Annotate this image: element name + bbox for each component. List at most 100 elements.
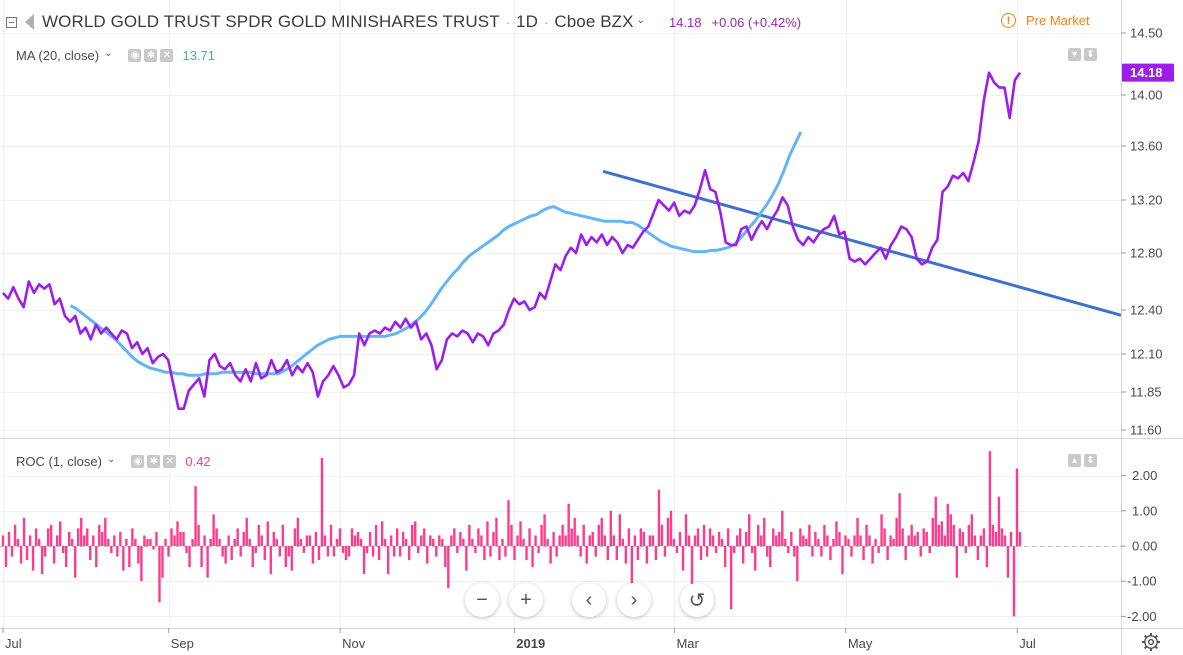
roc-bar [444, 546, 447, 568]
roc-bar [116, 546, 119, 557]
roc-bar [988, 450, 992, 546]
close-icon[interactable]: ✕ [160, 49, 174, 62]
price-tick-label: 12.10 [1130, 347, 1163, 362]
roc-bar [215, 528, 218, 546]
roc-bar [1003, 535, 1007, 546]
main-legend: WORLD GOLD TRUST SPDR GOLD MINISHARES TR… [6, 12, 801, 32]
roc-bars [1, 450, 1022, 617]
roc-bar [13, 524, 17, 546]
close-icon[interactable]: ✕ [163, 455, 177, 468]
collapse-icon[interactable] [6, 16, 17, 28]
roc-bar [528, 528, 531, 546]
roc-bar [344, 546, 348, 561]
roc-bar [612, 535, 615, 546]
scroll-forward-button[interactable]: › [617, 583, 651, 617]
roc-bar [474, 546, 477, 554]
trendline[interactable] [602, 170, 1122, 317]
roc-bar [732, 546, 736, 554]
pre-market-indicator[interactable]: ! Pre Market [1001, 13, 1090, 28]
flag-icon[interactable] [25, 14, 34, 30]
roc-bar [143, 535, 146, 546]
roc-bar [365, 546, 369, 554]
roc-bar [516, 535, 519, 546]
exchange-label[interactable]: Cboe BZX [554, 12, 634, 31]
roc-bar [886, 546, 889, 561]
symbol-title[interactable]: WORLD GOLD TRUST SPDR GOLD MINISHARES TR… [42, 12, 500, 31]
roc-bar [937, 524, 940, 546]
roc-bar [31, 546, 35, 571]
roc-bar [720, 538, 724, 546]
roc-bar [411, 524, 414, 546]
settings-icon[interactable]: ✱ [144, 49, 158, 62]
roc-bar [341, 546, 345, 554]
trendline-segment[interactable] [602, 170, 1122, 317]
time-tick-label: Sep [171, 636, 194, 651]
roc-bar [922, 528, 925, 546]
roc-bar [68, 531, 71, 546]
dropdown-chevron-icon[interactable]: ⌄ [636, 14, 645, 26]
roc-bar [928, 546, 931, 554]
roc-bar [137, 546, 140, 564]
arrow-up-icon[interactable]: ⬍ [1084, 48, 1097, 61]
roc-label[interactable]: ROC (1, close) [16, 454, 102, 469]
zoom-out-button[interactable]: − [465, 583, 499, 617]
last-price-label: 14.18 [1122, 63, 1174, 82]
roc-bar [447, 546, 450, 589]
roc-bar [179, 531, 182, 546]
roc-bar [326, 546, 330, 557]
roc-bar [338, 528, 342, 546]
ma-label[interactable]: MA (20, close) [16, 48, 100, 63]
interval-label[interactable]: 1D [516, 12, 538, 31]
roc-bar [377, 546, 381, 561]
price-axis[interactable]: 11.60 11.85 12.10 12.40 12.80 13.20 13.60 14.00… [1121, 26, 1163, 438]
gear-icon[interactable] [1142, 633, 1160, 651]
arrow-down-icon[interactable]: ▾ [1068, 48, 1081, 61]
roc-bar [209, 538, 212, 546]
roc-bar [401, 531, 405, 546]
dropdown-chevron-icon[interactable]: ⌄ [106, 454, 116, 465]
roc-bar [299, 538, 303, 546]
arrow-down-icon[interactable]: ⬍ [1084, 454, 1097, 467]
roc-bar [122, 546, 125, 571]
roc-bar [236, 528, 239, 546]
arrow-up-icon[interactable]: ▴ [1068, 454, 1081, 467]
roc-bar [832, 538, 835, 546]
roc-bar [717, 531, 721, 546]
scroll-back-button[interactable]: ‹ [572, 583, 606, 617]
roc-bar [763, 517, 766, 546]
roc-bar [275, 538, 279, 546]
roc-bar [594, 546, 597, 557]
roc-bar [459, 531, 462, 546]
settings-icon[interactable]: ✱ [147, 455, 161, 468]
roc-bar [86, 528, 89, 546]
roc-bar [239, 546, 242, 557]
time-axis[interactable]: Jul Sep Nov 2019 Mar May Jul [2, 628, 1036, 651]
roc-bar [522, 538, 525, 546]
zoom-in-button[interactable]: + [509, 583, 543, 617]
eye-icon[interactable]: ◉ [128, 49, 142, 62]
roc-bar [101, 531, 104, 546]
roc-bar [501, 538, 504, 546]
roc-bar [227, 535, 230, 546]
roc-axis[interactable]: 2.00 1.00 0.00 -1.00 -2.00 [1121, 468, 1157, 624]
roc-bar [34, 528, 38, 546]
roc-bar [245, 517, 248, 546]
roc-bar [838, 531, 841, 546]
roc-bar [158, 546, 161, 603]
roc-bar [182, 531, 185, 546]
roc-bar [380, 521, 384, 546]
roc-bar [904, 546, 907, 561]
roc-bar [561, 524, 564, 546]
roc-bar [426, 546, 429, 564]
reset-chart-button[interactable]: ↺ [680, 583, 714, 617]
roc-bar [877, 546, 880, 554]
separator-dot: · [505, 14, 511, 30]
roc-bar [805, 538, 808, 546]
roc-bar [660, 524, 664, 546]
eye-icon[interactable]: ◉ [131, 455, 145, 468]
roc-bar [77, 528, 80, 546]
roc-bar [456, 546, 459, 554]
price-tick-label: 11.85 [1130, 385, 1162, 400]
dropdown-chevron-icon[interactable]: ⌄ [104, 48, 113, 59]
